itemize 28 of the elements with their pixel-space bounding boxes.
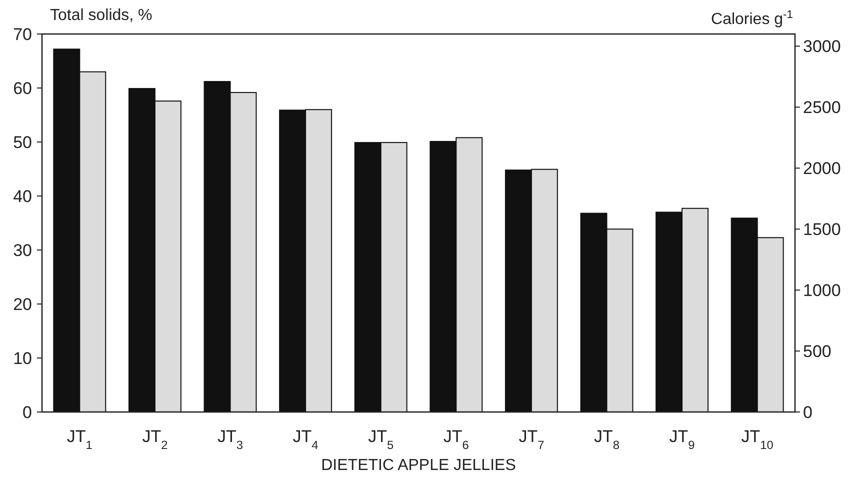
x-tick-label: JT$_{2}$ [142, 427, 168, 452]
x-tick-label: JT$_{4}$ [292, 427, 319, 452]
y2-tick-label: 500 [803, 342, 832, 361]
y2-tick-label: 1500 [803, 220, 841, 240]
y-tick-label: 20 [13, 294, 32, 314]
x-tick-label: JT$_{8}$ [594, 427, 620, 452]
x-tick-label: JT$_{3}$ [217, 427, 244, 452]
y2-tick-label: 2000 [803, 159, 841, 178]
x-tick-label: JT$_{1}$ [66, 427, 93, 452]
x-axis-title: DIETETIC APPLE JELLIES [321, 457, 516, 474]
x-tick-label: JT$_{10}$ [741, 427, 774, 452]
y-tick-label: 40 [13, 186, 32, 206]
y-tick-label: 50 [13, 132, 32, 152]
y2-tick-label: 2500 [803, 98, 841, 118]
x-tick-label: JT$_{9}$ [669, 427, 696, 452]
y2-axis-title: Calories g$^{-1}$ [711, 9, 793, 28]
y2-tick-label: 1000 [803, 281, 841, 300]
y-tick-label: 10 [13, 348, 32, 368]
y-tick-label: 70 [13, 24, 32, 44]
y2-tick-label: 0 [803, 402, 812, 422]
y-axis-title: Total solids, % [50, 7, 152, 24]
y-tick-label: 60 [13, 78, 32, 98]
y-tick-label: 30 [13, 240, 32, 260]
x-tick-label: JT$_{7}$ [518, 427, 545, 452]
x-tick-label: JT$_{6}$ [443, 427, 470, 452]
x-tick-label: JT$_{5}$ [368, 427, 394, 452]
y-tick-label: 0 [22, 402, 32, 422]
y2-tick-label: 3000 [803, 37, 841, 56]
